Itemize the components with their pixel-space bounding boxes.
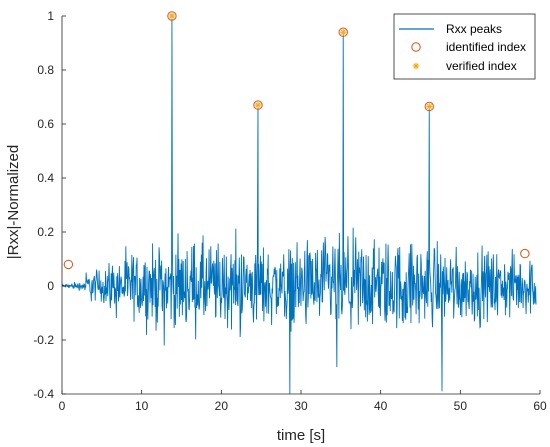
axes: 0 10 20 30 40 50 60 -0.4 -0.2 0 0.2 0.4 0.6 0.8 1 bbox=[33, 9, 547, 413]
x-tick-label: 60 bbox=[533, 399, 547, 413]
rxx-peaks-line bbox=[61, 15, 537, 395]
identified-index-marker bbox=[63, 259, 74, 270]
plot-area bbox=[61, 11, 537, 395]
identified-index-marker bbox=[520, 248, 530, 259]
identified-index-marker bbox=[338, 27, 348, 37]
legend-entry-verified-index: verified index bbox=[446, 59, 517, 73]
identified-index-marker bbox=[424, 101, 434, 112]
x-tick-label: 10 bbox=[135, 399, 149, 413]
verified-index-marker bbox=[168, 12, 176, 20]
legend: Rxx peaks identified index verified inde… bbox=[393, 13, 536, 80]
y-tick-label: 0.6 bbox=[37, 117, 54, 131]
legend-star-icon bbox=[412, 62, 420, 70]
legend-entry-identified-index: identified index bbox=[446, 40, 526, 54]
y-axis-label: |Rxx|-Normalized bbox=[5, 145, 22, 259]
x-tick-label: 20 bbox=[215, 399, 229, 413]
x-tick-label: 30 bbox=[294, 399, 308, 413]
y-tick-label: -0.2 bbox=[33, 333, 54, 347]
legend-circle-swatch bbox=[411, 42, 421, 52]
y-tick-label: 0.4 bbox=[37, 171, 54, 185]
verified-index-marker bbox=[340, 29, 347, 36]
legend-entry-rxx-peaks: Rxx peaks bbox=[446, 22, 502, 36]
legend-star-swatch bbox=[412, 62, 420, 70]
y-tick-label: 0.8 bbox=[37, 63, 54, 77]
x-axis-label: time [s] bbox=[277, 427, 325, 444]
y-tick-label: -0.4 bbox=[33, 387, 54, 401]
y-tick-label: 1 bbox=[47, 9, 54, 23]
verified-index-marker bbox=[426, 103, 433, 110]
verified-index-marker bbox=[254, 101, 262, 109]
x-tick-label: 40 bbox=[374, 399, 388, 413]
identified-index-marker bbox=[253, 100, 263, 110]
x-tick-label: 50 bbox=[454, 399, 468, 413]
y-tick-label: 0.2 bbox=[37, 225, 54, 239]
x-tick-label: 0 bbox=[59, 399, 66, 413]
identified-index-marker bbox=[167, 11, 177, 21]
y-tick-label: 0 bbox=[47, 279, 54, 293]
